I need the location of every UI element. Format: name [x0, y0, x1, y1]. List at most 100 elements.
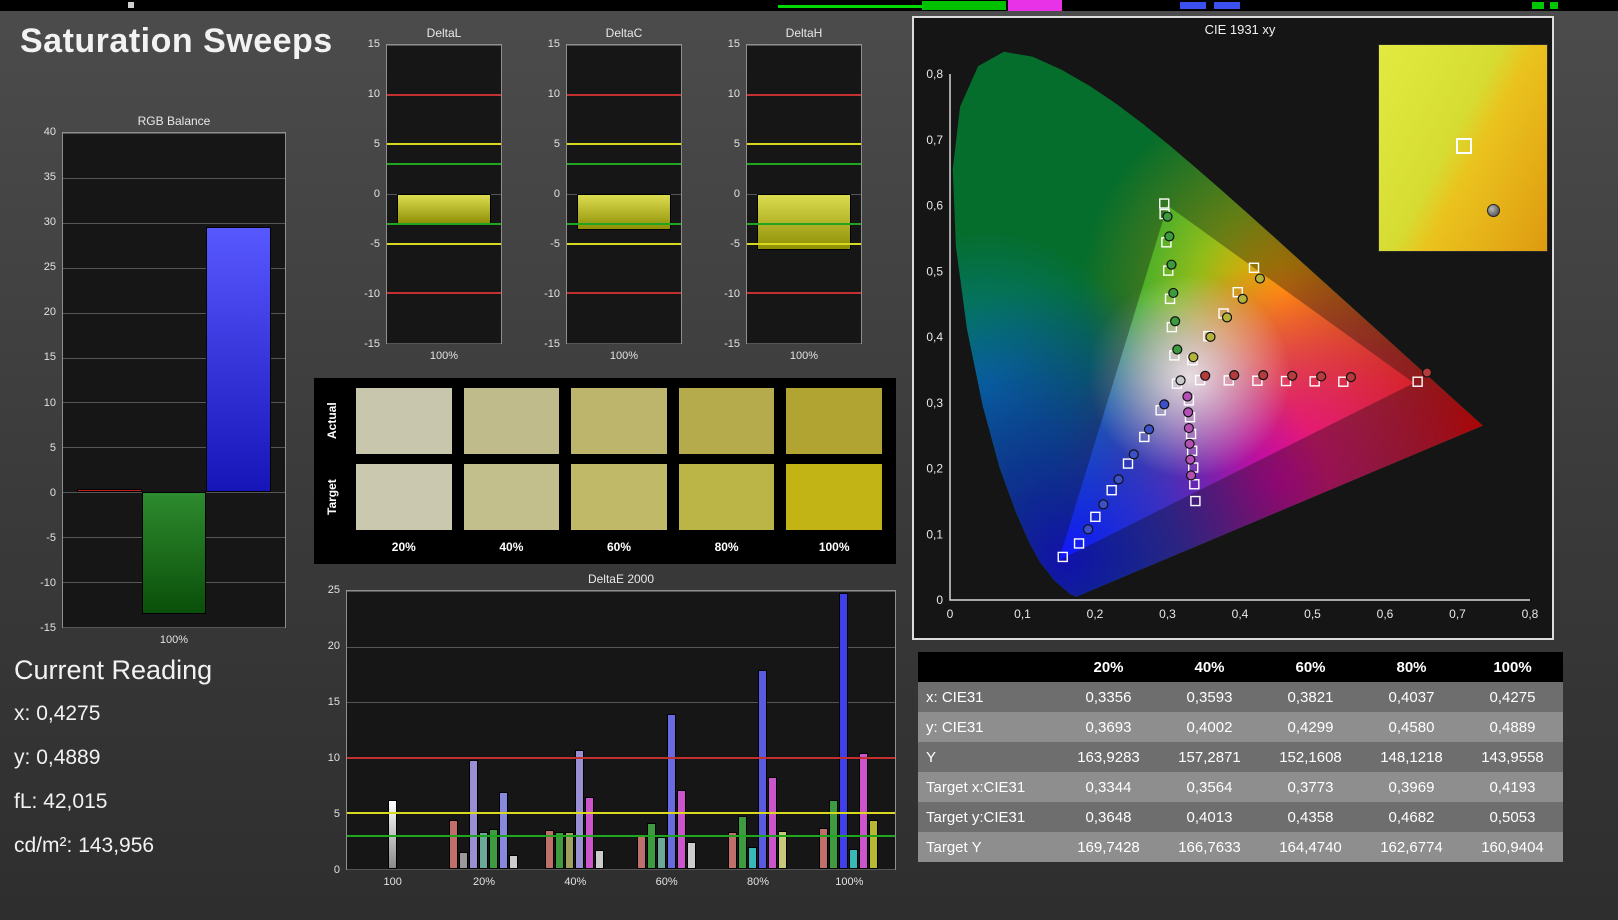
table-cell: 0,4275	[1462, 682, 1563, 712]
swatch-column-label: 20%	[391, 540, 416, 554]
target-marker	[1090, 511, 1101, 523]
measured-marker	[1168, 287, 1179, 299]
blue-bar	[206, 227, 271, 493]
bar	[545, 830, 555, 869]
table-cell: 0,4682	[1361, 802, 1462, 832]
plot-area: 100%	[386, 44, 502, 362]
cie-x-tick: 0,8	[1522, 607, 1539, 621]
y-tick-label: -5	[550, 238, 560, 250]
y-tick-label: -5	[730, 238, 740, 250]
cie-y-tick: 0,4	[926, 330, 943, 344]
table-row-label: Y	[918, 742, 1058, 772]
measured-marker	[1159, 399, 1170, 410]
bar	[469, 760, 478, 869]
measured-marker	[1345, 372, 1357, 383]
reference-line	[747, 292, 861, 295]
measured-marker	[1184, 438, 1195, 449]
measured-marker	[1421, 367, 1433, 378]
table-row-label: Target y:CIE31	[918, 802, 1058, 832]
table-cell: 0,5053	[1462, 802, 1563, 832]
cie-x-tick: 0,5	[1304, 607, 1321, 621]
x-tick-label: 80%	[746, 876, 770, 888]
gridline	[387, 343, 501, 344]
table-row: y: CIE31 0,3693 0,4002 0,4299 0,4580 0,4889	[918, 712, 1563, 742]
row-label-target: Target	[325, 479, 339, 515]
measured-marker	[1229, 370, 1240, 381]
measured-marker	[1083, 524, 1094, 535]
y-tick-label: 5	[733, 138, 740, 150]
y-tick-label: 35	[43, 171, 56, 184]
swatch-column-label: 60%	[606, 540, 631, 554]
cie-x-tick: 0,2	[1087, 607, 1104, 621]
gridline	[63, 133, 285, 134]
bar	[565, 832, 575, 869]
delta-c-chart: DeltaC -15 -10 -5 0 5 10 15 100%	[532, 24, 688, 368]
cie-y-tick: 0,2	[926, 462, 943, 476]
target-marker	[1252, 375, 1263, 386]
cie-diagram: 0 0,1 0,2 0,3 0,4 0,5 0,6 0,7 0,8 0 0,1 0,2 0,3 0,4 0,…	[926, 22, 1539, 621]
bar	[636, 835, 646, 869]
y-tick-label: 10	[327, 752, 340, 764]
table-header-cell: 20%	[1058, 652, 1159, 682]
swatch-column-label: 100%	[818, 540, 850, 554]
measured-marker	[1205, 331, 1216, 342]
y-axis-labels: -15 -10 -5 0 5 10 15	[352, 38, 383, 350]
actual-swatch	[571, 388, 667, 454]
table-row: x: CIE31 0,3356 0,3593 0,3821 0,4037 0,4275	[918, 682, 1563, 712]
measured-marker	[1287, 370, 1298, 381]
current-reading-cdm2: cd/m²: 143,956	[14, 834, 155, 857]
table-cell: 0,4299	[1260, 712, 1361, 742]
y-tick-label: 10	[43, 396, 56, 409]
table-cell: 0,4002	[1159, 712, 1260, 742]
reference-line	[387, 222, 501, 225]
top-strip-fragment	[1550, 2, 1558, 9]
reference-line	[747, 242, 861, 245]
y-tick-label: 0	[733, 188, 740, 200]
measured-marker	[1200, 370, 1211, 381]
table-cell: 0,3969	[1361, 772, 1462, 802]
measured-marker	[1164, 231, 1175, 242]
y-tick-label: 5	[333, 808, 340, 820]
gridline	[387, 45, 501, 46]
bar	[499, 792, 508, 869]
x-tick-label: 100%	[159, 634, 189, 646]
y-tick-label: 15	[367, 38, 380, 50]
measured-marker	[1175, 375, 1186, 386]
target-marker	[1159, 198, 1170, 209]
red-bar	[77, 488, 142, 493]
y-tick-label: -15	[40, 622, 56, 634]
cie-x-tick: 0	[947, 607, 954, 621]
bar	[849, 848, 859, 869]
actual-swatch	[786, 388, 882, 454]
y-tick-label: 0	[373, 188, 380, 200]
reference-line	[567, 93, 681, 96]
bar	[585, 796, 595, 869]
table-cell: 0,3648	[1058, 802, 1159, 832]
bar	[509, 854, 518, 869]
target-marker	[1122, 458, 1134, 469]
table-cell: 0,4358	[1260, 802, 1361, 832]
x-tick-label: 60%	[655, 876, 678, 888]
swatch-column-label: 40%	[499, 540, 524, 554]
inset-target-marker	[1456, 137, 1473, 154]
target-marker	[1190, 495, 1201, 507]
measured-marker	[1221, 312, 1233, 323]
current-reading-fl: fL: 42,015	[14, 790, 108, 813]
table-cell: 0,4013	[1159, 802, 1260, 832]
table-cell: 0,4037	[1361, 682, 1462, 712]
gamut-triangle-mask	[952, 51, 1483, 597]
table-cell: 0,4193	[1462, 772, 1563, 802]
measured-marker	[1183, 407, 1194, 418]
bar	[728, 832, 737, 869]
x-tick-label: 100	[383, 876, 402, 888]
table-row-label: Target Y	[918, 832, 1058, 862]
y-tick-label: 0	[333, 864, 340, 876]
table-row-label: y: CIE31	[918, 712, 1058, 742]
top-strip-fragment	[1008, 0, 1062, 11]
top-strip-fragment	[1214, 2, 1240, 9]
cie-chart-panel: 0 0,1 0,2 0,3 0,4 0,5 0,6 0,7 0,8 0 0,1 0,2 0,3 0,4 0,…	[912, 16, 1554, 640]
table-header-cell: 100%	[1462, 652, 1563, 682]
table-cell: 148,1218	[1361, 742, 1462, 772]
gridline	[63, 357, 285, 359]
current-reading-heading: Current Reading	[14, 655, 213, 685]
